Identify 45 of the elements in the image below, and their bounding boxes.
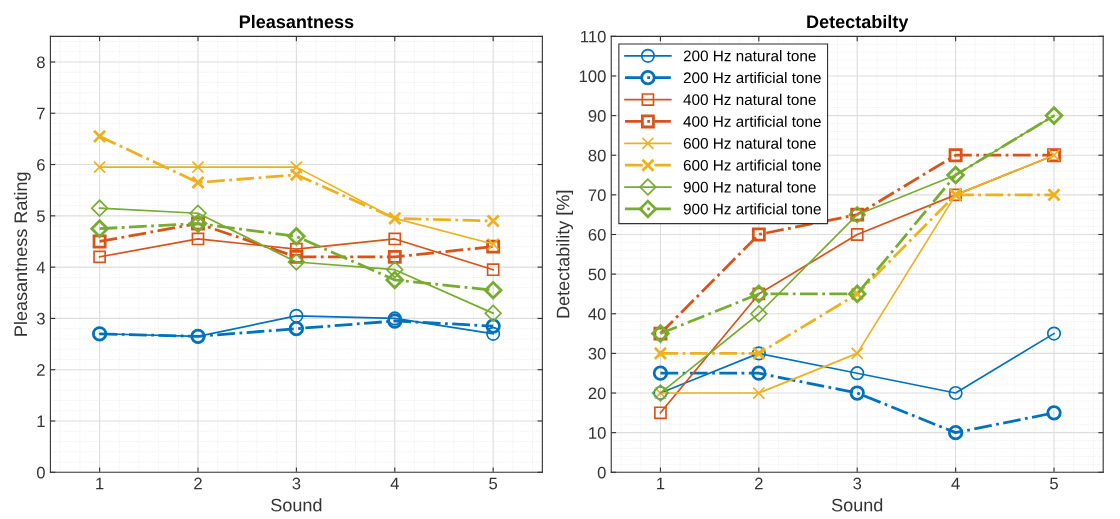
x-axis-title: Sound (831, 498, 883, 512)
y-tick-label: 20 (588, 387, 606, 400)
y-tick-label: 2 (37, 364, 45, 376)
x-tick-label: 4 (390, 477, 399, 490)
y-tick-label: 8 (36, 56, 45, 69)
y-tick-label: 40 (588, 308, 606, 320)
legend-label: 200 Hz artificial tone (683, 71, 821, 84)
y-tick-label: 0 (597, 466, 606, 479)
legend-label: 900 Hz artificial tone (683, 203, 821, 215)
y-tick-label: 1 (37, 415, 45, 428)
legend-label: 200 Hz natural tone (683, 50, 816, 62)
legend-label: 600 Hz natural tone (683, 137, 816, 149)
y-tick-label: 5 (36, 210, 45, 223)
chart-title: Detectabilty (807, 14, 909, 32)
y-tick-label: 50 (588, 268, 606, 281)
y-tick-label: 4 (36, 261, 46, 274)
y-tick-label: 110 (581, 30, 606, 43)
x-tick-label: 2 (194, 477, 202, 490)
legend-label: 400 Hz natural tone (683, 93, 816, 106)
x-tick-label: 2 (755, 477, 763, 490)
y-tick-label: 90 (588, 110, 606, 122)
y-tick-label: 70 (588, 189, 606, 202)
x-axis-title: Sound (271, 498, 322, 512)
legend-label: 600 Hz artificial tone (683, 159, 821, 171)
x-tick-label: 5 (489, 477, 498, 490)
y-axis-title: Pleasantness Rating (13, 172, 31, 336)
y-tick-label: 80 (588, 149, 606, 162)
legend-label: 900 Hz natural tone (683, 181, 816, 193)
x-tick-label: 3 (292, 477, 301, 490)
y-tick-label: 3 (36, 312, 45, 325)
x-tick-label: 1 (657, 477, 665, 490)
x-tick-label: 3 (853, 477, 862, 490)
y-axis-title: Detectability [%] (556, 190, 574, 318)
y-tick-label: 0 (36, 466, 45, 479)
y-tick-label: 6 (37, 158, 45, 171)
y-tick-label: 60 (588, 228, 606, 241)
y-tick-label: 100 (579, 70, 606, 83)
y-tick-label: 30 (588, 347, 606, 360)
y-tick-label: 7 (37, 107, 45, 120)
x-tick-label: 1 (96, 477, 104, 490)
y-tick-label: 10 (589, 427, 606, 439)
x-tick-label: 5 (1050, 477, 1058, 490)
x-tick-label: 4 (951, 477, 960, 490)
legend-label: 400 Hz artificial tone (683, 115, 821, 127)
chart-title: Pleasantness (239, 14, 354, 29)
